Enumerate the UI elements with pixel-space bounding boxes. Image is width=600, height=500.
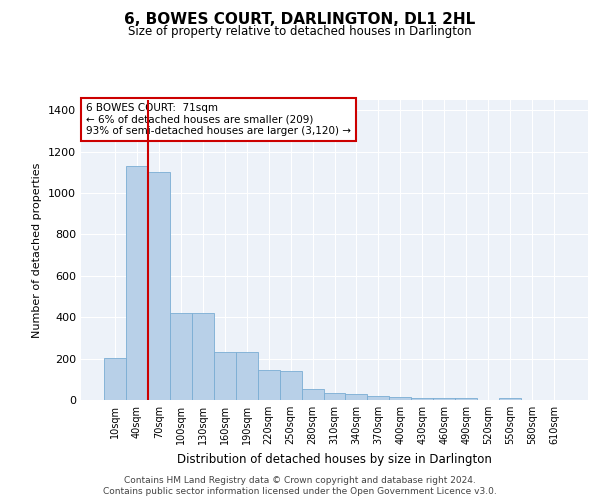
Bar [302,388,323,400]
Bar [367,396,389,400]
Text: Contains HM Land Registry data © Crown copyright and database right 2024.: Contains HM Land Registry data © Crown c… [124,476,476,485]
Text: 6 BOWES COURT:  71sqm
← 6% of detached houses are smaller (209)
93% of semi-deta: 6 BOWES COURT: 71sqm ← 6% of detached ho… [86,103,351,136]
Bar [192,313,214,400]
Text: Size of property relative to detached houses in Darlington: Size of property relative to detached ho… [128,25,472,38]
Bar [214,352,236,400]
Bar [323,393,346,400]
Bar [389,397,412,400]
Bar [236,352,257,400]
Bar [346,394,367,400]
Text: Contains public sector information licensed under the Open Government Licence v3: Contains public sector information licen… [103,487,497,496]
Bar [455,398,477,400]
Bar [412,398,433,400]
Y-axis label: Number of detached properties: Number of detached properties [32,162,43,338]
Bar [126,166,148,400]
Bar [104,358,126,400]
X-axis label: Distribution of detached houses by size in Darlington: Distribution of detached houses by size … [177,452,492,466]
Bar [280,371,302,400]
Text: 6, BOWES COURT, DARLINGTON, DL1 2HL: 6, BOWES COURT, DARLINGTON, DL1 2HL [124,12,476,28]
Bar [433,398,455,400]
Bar [499,398,521,400]
Bar [170,313,192,400]
Bar [257,370,280,400]
Bar [148,172,170,400]
